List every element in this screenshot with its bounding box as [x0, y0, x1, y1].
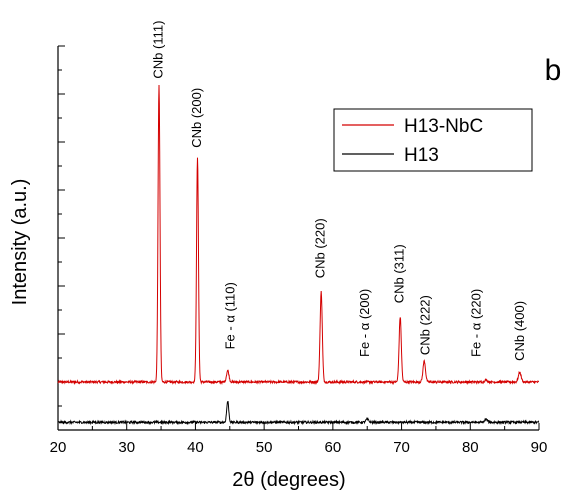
legend-label-h13: H13 [404, 145, 439, 166]
x-tick-label: 70 [393, 439, 410, 456]
series-line-h13 [57, 400, 540, 426]
legend-label-h13-nbc: H13-NbC [404, 116, 483, 137]
peak-annotation: CNb (222) [418, 295, 433, 355]
legend: H13-NbC H13 [333, 108, 533, 172]
peak-annotations: CNb (111) CNb (200) Fe - α (110) CNb (220) F… [150, 21, 526, 361]
peak-annotation: CNb (311) [392, 244, 407, 303]
y-axis-title: Intensity (a.u.) [9, 179, 31, 306]
x-tick-label: 80 [462, 439, 479, 456]
peak-annotation: CNb (220) [313, 218, 328, 278]
x-axis-title: 2θ (degrees) [232, 469, 345, 491]
x-tick-label: 40 [187, 439, 204, 456]
x-tick-label: 30 [118, 439, 135, 456]
series-line-h13-nbc [57, 85, 540, 386]
peak-annotation: CNb (200) [189, 88, 204, 148]
panel-label: b [545, 54, 562, 87]
peak-annotation: CNb (400) [512, 301, 527, 361]
peak-annotation: Fe - α (200) [357, 289, 372, 357]
x-tick-label: 20 [50, 439, 67, 456]
x-tick-label: 90 [531, 439, 548, 456]
x-tick-label: 50 [256, 439, 273, 456]
x-tick-label: 60 [325, 439, 342, 456]
peak-annotation: Fe - α (110) [223, 282, 238, 349]
peak-annotation: Fe - α (220) [469, 289, 484, 357]
axes: 20 30 40 50 60 70 80 90 [50, 45, 548, 456]
peak-annotation: CNb (111) [150, 21, 165, 79]
legend-box [333, 108, 533, 172]
series-layer [57, 85, 540, 426]
